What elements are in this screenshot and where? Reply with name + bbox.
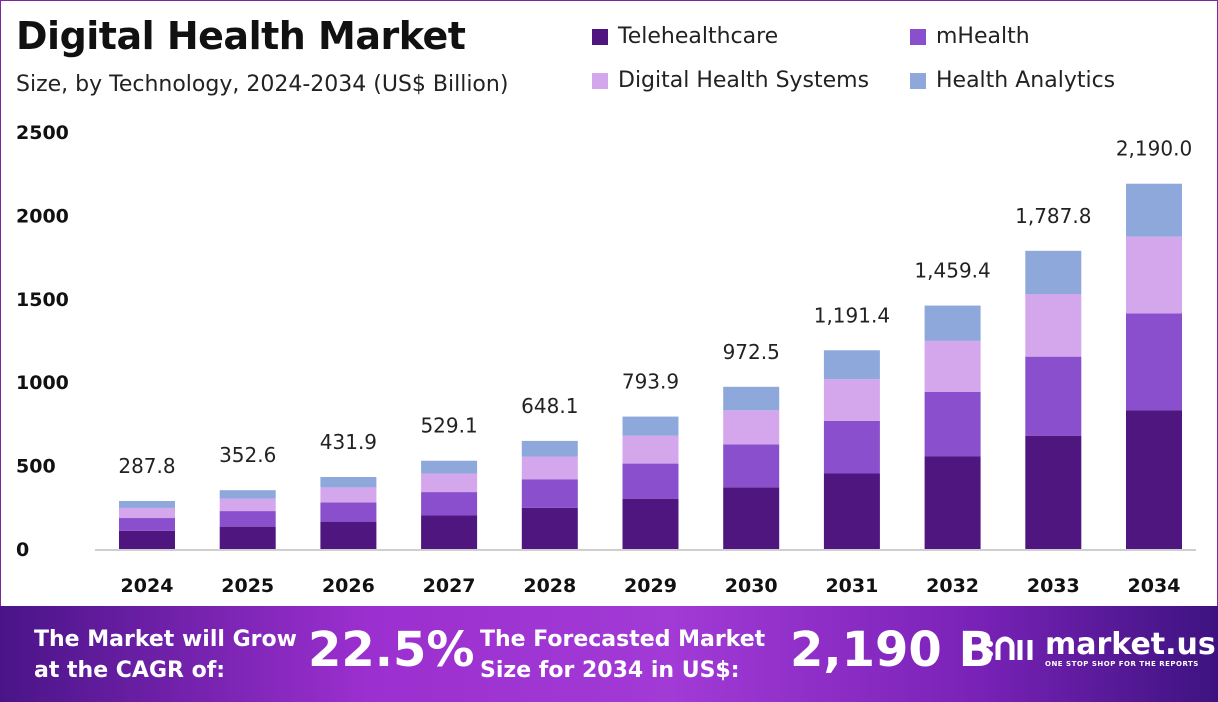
bar-segment-mhealth (823, 420, 880, 474)
y-tick-label: 2500 (16, 122, 69, 144)
x-tick-label: 2030 (725, 575, 778, 597)
forecast-label-line1: The Forecasted Market (480, 627, 766, 652)
forecast-label-line2: Size for 2034 in US$: (480, 658, 740, 683)
legend-item-health-analytics: Health Analytics (910, 68, 1115, 93)
legend-label: Telehealthcare (618, 24, 779, 49)
cagr-value: 22.5% (308, 622, 475, 678)
summary-banner: The Market will Grow at the CAGR of: 22.… (0, 606, 1218, 702)
bar-segment-telehealthcare (421, 515, 478, 549)
bar-segment-digital-health-systems (521, 456, 578, 480)
bar-segment-telehealthcare (1025, 435, 1082, 549)
x-tick-label: 2025 (221, 575, 274, 597)
bar-segment-telehealthcare (320, 521, 377, 549)
chart-title: Digital Health Market (16, 14, 466, 58)
legend-label: Health Analytics (936, 68, 1116, 93)
bar-segment-telehealthcare (1126, 410, 1182, 549)
y-tick-label: 2000 (16, 205, 69, 227)
x-tick-label: 2027 (423, 575, 476, 597)
bar-segment-health-analytics (1025, 250, 1082, 295)
bar-segment-health-analytics (924, 305, 981, 341)
bar-segment-digital-health-systems (1126, 236, 1182, 314)
y-tick-label: 1000 (16, 372, 69, 394)
bar-segment-digital-health-systems (1025, 294, 1082, 357)
cagr-label-line1: The Market will Grow (34, 627, 297, 652)
bar-segment-digital-health-systems (219, 498, 276, 512)
total-data-label: 1,787.8 (1015, 204, 1091, 228)
bar-segment-mhealth (924, 391, 981, 457)
logo-tagline: ONE STOP SHOP FOR THE REPORTS (1045, 660, 1199, 668)
bar-segment-health-analytics (421, 460, 478, 474)
bar-segment-telehealthcare (119, 530, 175, 549)
bar-segment-mhealth (521, 479, 578, 508)
bar-segment-mhealth (219, 511, 276, 527)
bar-segment-digital-health-systems (823, 379, 880, 421)
x-tick-label: 2032 (926, 575, 979, 597)
bar-segment-digital-health-systems (924, 340, 981, 392)
y-tick-label: 0 (16, 539, 29, 561)
bar-segment-telehealthcare (219, 526, 276, 549)
bar-segment-health-analytics (823, 350, 880, 380)
x-tick-label: 2026 (322, 575, 375, 597)
bar-segment-mhealth (1025, 356, 1082, 436)
bar-segment-mhealth (1126, 313, 1182, 411)
x-tick-label: 2033 (1027, 575, 1080, 597)
bar-segment-telehealthcare (823, 473, 880, 549)
total-data-label: 1,459.4 (914, 259, 990, 283)
total-data-label: 287.8 (118, 454, 175, 478)
bar-segment-health-analytics (219, 490, 276, 499)
bar-segment-telehealthcare (622, 498, 679, 549)
legend-swatch (910, 72, 926, 89)
bar-segment-digital-health-systems (723, 410, 780, 445)
bar-segment-telehealthcare (924, 456, 981, 549)
bar-segment-digital-health-systems (421, 473, 478, 493)
x-tick-label: 2029 (624, 575, 677, 597)
legend-label: mHealth (936, 24, 1030, 49)
market-us-logo: market.us ONE STOP SHOP FOR THE REPORTS (985, 630, 1216, 668)
bar-segment-mhealth (421, 492, 478, 516)
total-data-label: 529.1 (420, 414, 477, 438)
logo-mark-icon (987, 636, 1033, 660)
total-data-label: 431.9 (320, 430, 377, 454)
bar-segment-telehealthcare (723, 487, 780, 549)
bar-segment-digital-health-systems (119, 507, 175, 519)
legend-label: Digital Health Systems (618, 68, 870, 93)
x-tick-label: 2034 (1128, 575, 1181, 597)
total-data-label: 352.6 (219, 443, 276, 467)
logo-name: market.us (1045, 627, 1216, 662)
stacked-bar-chart: 0 500 1000 1500 2000 2500 287.8 2024 352.6 2025 43… (16, 122, 1196, 597)
bar-segment-health-analytics (622, 416, 679, 436)
x-tick-label: 2024 (121, 575, 174, 597)
x-tick-label: 2028 (523, 575, 576, 597)
legend-item-digital-health-systems: Digital Health Systems (592, 68, 869, 93)
bar-segment-health-analytics (119, 500, 175, 508)
total-data-label: 793.9 (622, 370, 679, 394)
x-tick-label: 2031 (825, 575, 878, 597)
cagr-label-line2: at the CAGR of: (34, 658, 226, 683)
total-data-label: 1,191.4 (814, 303, 890, 327)
bar-segment-digital-health-systems (622, 435, 679, 464)
bar-segment-health-analytics (1126, 183, 1182, 237)
legend-item-telehealthcare: Telehealthcare (592, 24, 778, 49)
legend-swatch (592, 28, 608, 45)
total-data-label: 972.5 (723, 340, 780, 364)
total-data-label: 648.1 (521, 394, 578, 418)
forecast-value: 2,190 B (790, 622, 996, 678)
legend-item-mhealth: mHealth (910, 24, 1030, 49)
bar-segment-mhealth (320, 502, 377, 522)
y-tick-label: 1500 (16, 289, 69, 311)
bar-segment-telehealthcare (521, 507, 578, 549)
total-data-label: 2,190.0 (1116, 137, 1192, 161)
bar-segment-mhealth (119, 518, 175, 531)
y-tick-label: 500 (16, 456, 56, 478)
bar-segment-health-analytics (320, 476, 377, 488)
bar-segment-mhealth (622, 463, 679, 499)
legend-swatch (592, 72, 608, 89)
bar-segment-health-analytics (723, 386, 780, 411)
bar-segment-mhealth (723, 444, 780, 488)
bar-segment-digital-health-systems (320, 487, 377, 503)
legend-swatch (910, 28, 926, 45)
bar-segment-health-analytics (521, 440, 578, 457)
chart-subtitle: Size, by Technology, 2024-2034 (US$ Bill… (16, 72, 509, 97)
